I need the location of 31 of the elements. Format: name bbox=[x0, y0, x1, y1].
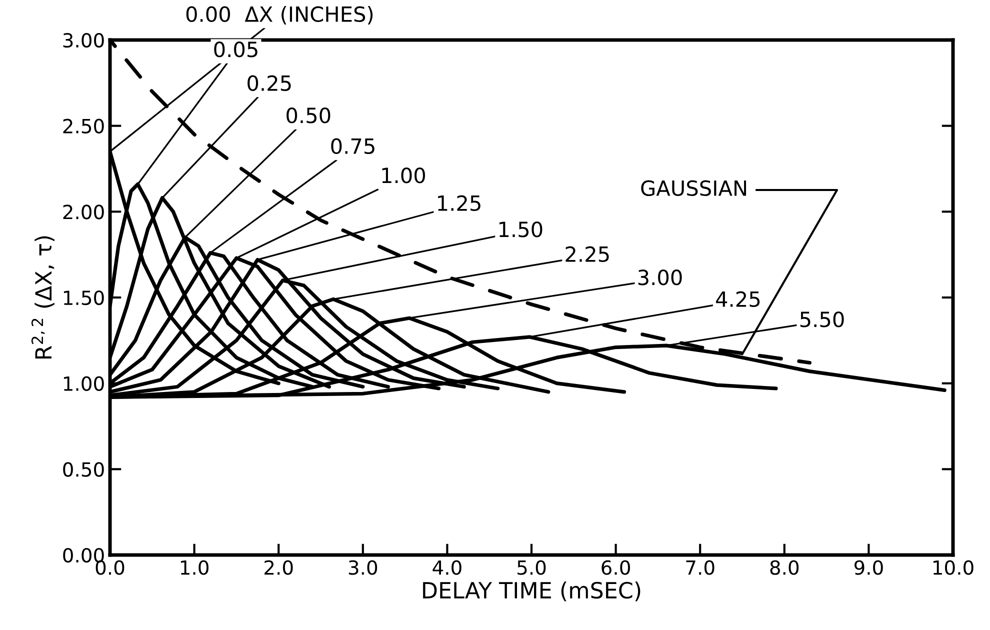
y-axis-title: R$^{2,2}$ (ΔX, τ) bbox=[31, 236, 54, 359]
x-tick-label: 6.0 bbox=[602, 560, 630, 575]
x-tick-label: 10.0 bbox=[933, 560, 974, 575]
x-tick-label: 7.0 bbox=[686, 560, 714, 575]
text: 3.00 bbox=[638, 270, 682, 286]
text: 0.50 bbox=[286, 108, 330, 124]
y-tick-label: 1.50 bbox=[64, 290, 104, 306]
text: 1.00 bbox=[382, 168, 426, 184]
x-tick-label: 3.0 bbox=[348, 560, 378, 575]
annotation: GAUSSIAN bbox=[641, 180, 746, 196]
text: 1.50 bbox=[499, 222, 542, 238]
series-label: 5.50 bbox=[800, 312, 844, 328]
y-tick-label: 2.50 bbox=[63, 118, 104, 134]
x-axis-title: DELAY TIME (mSEC) bbox=[423, 581, 640, 602]
x-tick-label: 8.0 bbox=[770, 560, 799, 575]
x-tick-label: 2.0 bbox=[264, 560, 293, 575]
x-tick-label: 5.0 bbox=[518, 560, 546, 575]
x-tick-label: 1.0 bbox=[180, 560, 208, 575]
text: 1.25 bbox=[438, 195, 480, 212]
text: 0.75 bbox=[331, 138, 374, 154]
y-tick-label: 3.00 bbox=[63, 32, 104, 48]
text: 0.05 bbox=[214, 42, 258, 58]
text: 2.25 bbox=[566, 246, 609, 262]
y-tick-label: 0.50 bbox=[63, 462, 104, 477]
text: 4.25 bbox=[716, 291, 760, 308]
y-tick-label: 1.00 bbox=[64, 376, 104, 391]
y-tick-label: 2.00 bbox=[63, 204, 104, 220]
text: 0.00 ΔX (INCHES) bbox=[186, 6, 373, 24]
text: 0.25 bbox=[248, 75, 291, 92]
x-tick-label: 4.0 bbox=[432, 560, 462, 575]
x-tick-label: 9.0 bbox=[854, 560, 883, 575]
